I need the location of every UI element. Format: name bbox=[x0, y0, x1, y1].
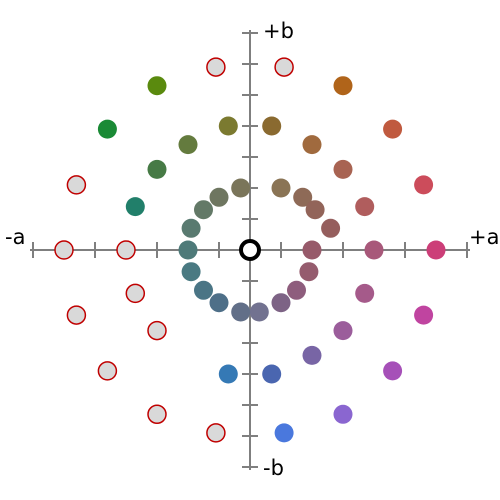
color-sample-point bbox=[125, 197, 145, 217]
color-sample-point bbox=[218, 116, 238, 136]
out-of-gamut-point bbox=[66, 305, 87, 325]
axis-label-minus-b: -b bbox=[263, 456, 284, 480]
color-sample-point bbox=[299, 262, 319, 282]
out-of-gamut-point bbox=[147, 404, 167, 425]
color-sample-point bbox=[414, 305, 434, 325]
color-sample-point bbox=[305, 200, 325, 220]
color-sample-point bbox=[271, 293, 291, 313]
color-sample-point bbox=[302, 345, 322, 365]
center-marker bbox=[239, 239, 261, 261]
color-sample-point bbox=[147, 76, 167, 96]
color-sample-point bbox=[333, 159, 353, 179]
color-sample-point bbox=[383, 361, 403, 381]
color-sample-point bbox=[218, 364, 238, 384]
color-sample-point bbox=[414, 175, 434, 195]
color-sample-point bbox=[383, 119, 403, 139]
out-of-gamut-point bbox=[54, 240, 74, 260]
color-sample-point bbox=[333, 404, 353, 424]
axis-label-plus-a: +a bbox=[469, 225, 499, 249]
color-sample-point bbox=[249, 302, 269, 322]
color-sample-point bbox=[209, 187, 229, 207]
out-of-gamut-point bbox=[206, 57, 226, 77]
color-sample-point bbox=[147, 159, 167, 179]
color-sample-point bbox=[426, 240, 446, 260]
color-sample-point bbox=[262, 364, 282, 384]
color-sample-point bbox=[302, 240, 322, 260]
color-sample-point bbox=[262, 116, 282, 136]
color-sample-point bbox=[178, 240, 198, 260]
color-sample-point bbox=[231, 178, 251, 198]
axis-label-minus-a: -a bbox=[5, 225, 25, 249]
color-sample-point bbox=[364, 240, 384, 260]
color-sample-point bbox=[355, 283, 375, 303]
color-sample-point bbox=[321, 218, 341, 238]
color-sample-point bbox=[194, 280, 213, 300]
color-sample-point bbox=[97, 119, 117, 139]
out-of-gamut-point bbox=[97, 361, 118, 381]
out-of-gamut-point bbox=[147, 320, 167, 341]
color-sample-point bbox=[231, 302, 251, 322]
out-of-gamut-point bbox=[66, 175, 87, 195]
color-sample-point bbox=[181, 262, 201, 282]
color-sample-point bbox=[178, 135, 198, 155]
out-of-gamut-point bbox=[116, 240, 136, 260]
color-sample-point bbox=[287, 280, 306, 300]
out-of-gamut-point bbox=[274, 57, 294, 77]
color-sample-point bbox=[271, 178, 291, 198]
color-sample-point bbox=[302, 135, 322, 155]
color-sample-point bbox=[209, 293, 229, 313]
out-of-gamut-point bbox=[125, 283, 146, 304]
color-sample-point bbox=[181, 218, 201, 238]
out-of-gamut-point bbox=[206, 423, 226, 443]
color-sample-point bbox=[333, 76, 353, 96]
color-samples bbox=[54, 57, 446, 443]
color-sample-point bbox=[333, 321, 353, 341]
color-sample-point bbox=[274, 423, 294, 443]
axis-label-plus-b: +b bbox=[263, 19, 294, 43]
color-sample-point bbox=[355, 197, 375, 217]
color-sample-point bbox=[293, 187, 313, 207]
color-sample-point bbox=[194, 200, 213, 220]
